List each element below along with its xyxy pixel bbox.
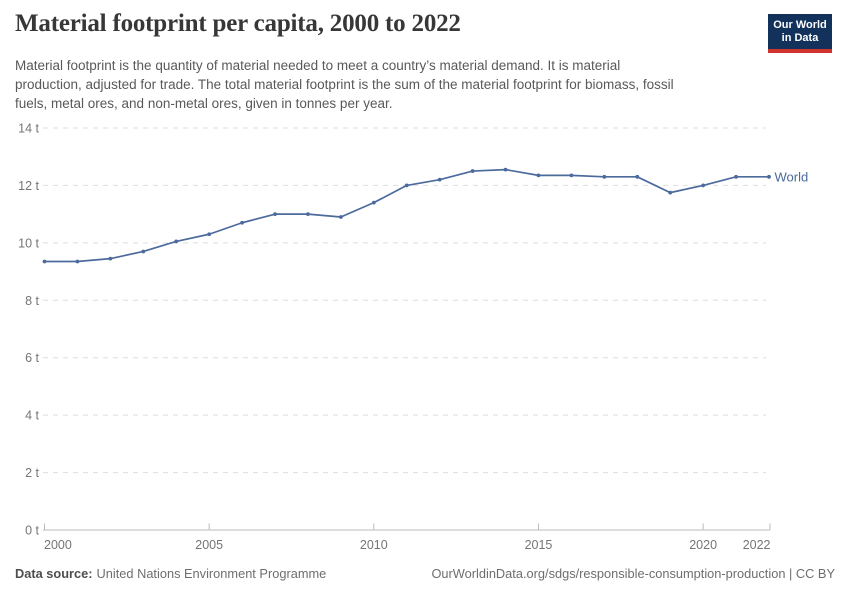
y-axis-tick-label: 0 t [25,524,39,538]
chart-title: Material footprint per capita, 2000 to 2… [15,10,461,37]
data-point-marker[interactable] [306,212,310,217]
data-point-marker[interactable] [75,259,80,264]
x-axis-tick-label: 2005 [195,538,223,552]
data-point-marker[interactable] [602,174,607,179]
data-point-marker[interactable] [371,200,376,205]
x-axis-tick-label: 2022 [743,538,771,552]
subtitle-line: fuels, metal ores, and non-metal ores, g… [15,96,393,111]
data-point-marker[interactable] [569,173,574,178]
chart-footer: Data source: United Nations Environment P… [15,566,835,581]
series-end-label: World [775,169,809,184]
data-point-marker[interactable] [470,169,475,173]
citation-link[interactable]: OurWorldinData.org/sdgs/responsible-cons… [431,566,835,581]
data-point-marker[interactable] [767,174,771,179]
data-point-marker[interactable] [273,212,277,217]
data-point-marker[interactable] [668,190,673,195]
data-point-marker[interactable] [141,249,146,254]
owid-logo[interactable]: Our World in Data [768,14,832,53]
world-series-line[interactable] [43,168,770,263]
data-point-marker[interactable] [437,177,442,182]
owid-logo-text-line1: Our World [773,18,827,31]
chart-subtitle: Material footprint is the quantity of ma… [15,56,775,113]
data-source-value: United Nations Environment Programme [96,566,327,581]
y-axis-tick-label: 14 t [18,122,39,136]
data-point-marker[interactable] [240,220,244,225]
data-point-marker[interactable] [338,215,343,219]
data-point-marker[interactable] [536,173,541,178]
data-point-marker[interactable] [503,167,508,172]
data-point-marker[interactable] [635,174,640,179]
data-point-marker[interactable] [404,183,409,188]
data-source-label: Data source: [15,566,93,581]
data-source: Data source: United Nations Environment P… [15,566,326,581]
x-axis-tick-label: 2010 [360,538,388,552]
data-point-marker[interactable] [734,174,738,179]
y-axis-tick-label: 2 t [25,466,39,480]
x-axis-tick-label: 2020 [689,538,717,552]
y-axis-tick-label: 6 t [25,351,39,365]
data-point-marker[interactable] [207,232,212,237]
x-axis-tick-label: 2015 [525,538,553,552]
x-axis-tick-label: 2000 [44,538,72,552]
data-point-marker[interactable] [108,256,113,261]
data-point-marker[interactable] [174,239,179,244]
data-point-marker[interactable] [701,183,706,188]
subtitle-line: Material footprint is the quantity of ma… [15,58,621,73]
y-axis-tick-label: 12 t [18,179,39,193]
data-point-marker[interactable] [42,259,47,264]
y-axis-tick-label: 4 t [25,409,39,423]
subtitle-line: production, adjusted for trade. The tota… [15,77,674,92]
owid-logo-text-line2: in Data [781,31,819,44]
y-axis-tick-label: 8 t [25,294,39,308]
y-axis-tick-label: 10 t [18,236,39,250]
